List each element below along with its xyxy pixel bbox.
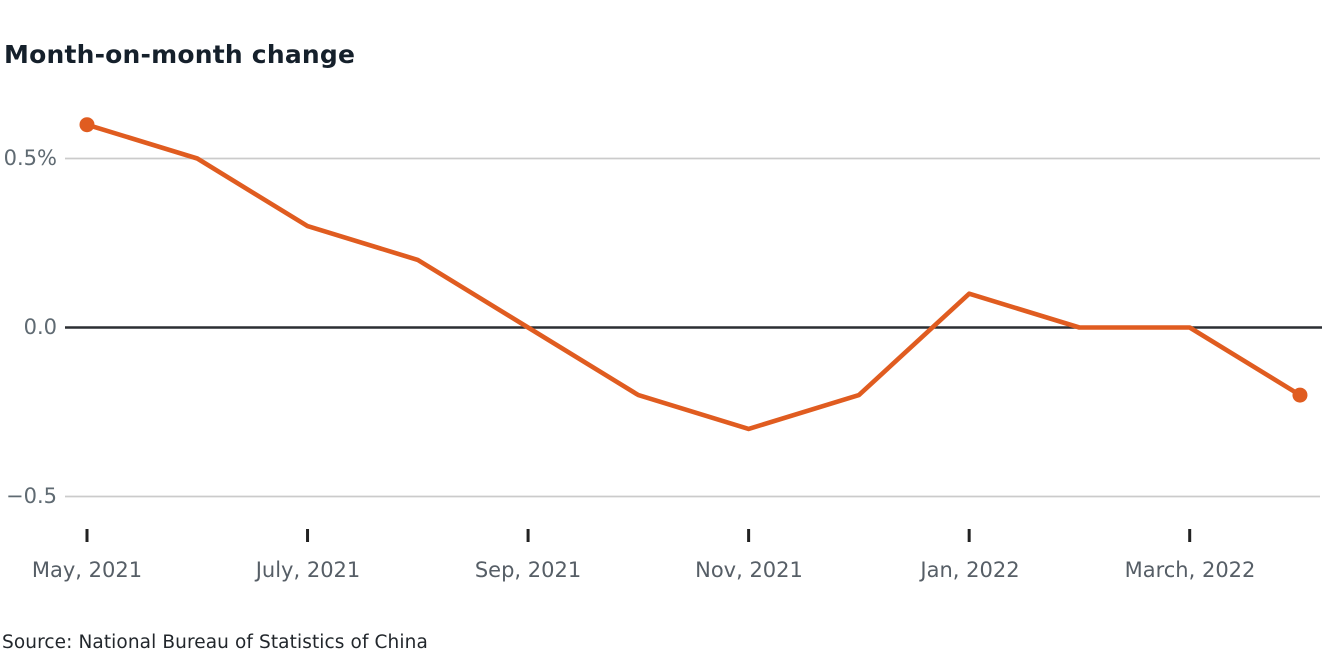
x-axis-tick-label: Sep, 2021 — [474, 558, 582, 582]
x-axis-tick-label: Nov, 2021 — [695, 558, 803, 582]
x-axis-tick-label: March, 2022 — [1124, 558, 1256, 582]
y-axis-tick-label: −0.5 — [6, 484, 57, 508]
x-axis-tick-label: July, 2021 — [255, 558, 361, 582]
chart-title: Month-on-month change — [4, 40, 356, 69]
source-note: Source: National Bureau of Statistics of… — [2, 632, 428, 653]
end-point-marker — [1292, 387, 1308, 403]
x-axis-tick-label: May, 2021 — [31, 558, 143, 582]
y-axis-tick-label: 0.5% — [3, 146, 57, 170]
data-line — [84, 122, 1303, 432]
start-point-marker — [79, 117, 95, 133]
y-axis-tick-label: 0.0 — [23, 315, 57, 339]
x-axis-tick-label: Jan, 2022 — [920, 558, 1020, 582]
